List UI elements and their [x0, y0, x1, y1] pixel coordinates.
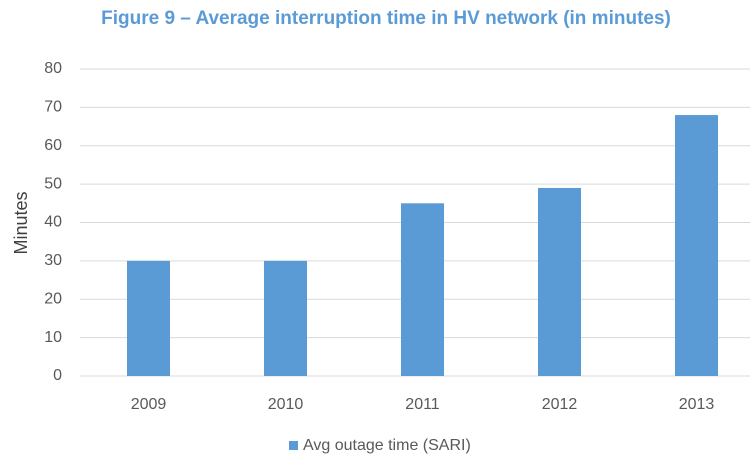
y-tick-label: 30: [44, 252, 62, 269]
bar: [538, 187, 581, 376]
y-tick-label: 20: [44, 290, 62, 307]
bar: [127, 260, 170, 376]
y-tick-label: 60: [44, 137, 62, 154]
x-tick-label: 2009: [131, 396, 167, 413]
legend-swatch: [289, 441, 298, 450]
y-tick-label: 10: [44, 329, 62, 346]
y-tick-label: 0: [53, 367, 62, 384]
bar: [401, 203, 444, 376]
x-tick-label: 2012: [542, 396, 578, 413]
y-tick-label: 50: [44, 175, 62, 192]
chart-title: Figure 9 – Average interruption time in …: [101, 8, 671, 29]
y-axis-label: Minutes: [11, 191, 31, 254]
x-tick-label: 2011: [405, 396, 440, 413]
x-tick-label: 2013: [679, 396, 715, 413]
bar: [264, 260, 307, 376]
legend-label: Avg outage time (SARI): [303, 437, 471, 454]
y-tick-label: 70: [44, 99, 62, 116]
y-tick-label: 80: [44, 60, 62, 77]
y-tick-label: 40: [44, 214, 62, 231]
bar: [675, 115, 718, 377]
x-tick-label: 2010: [268, 396, 304, 413]
